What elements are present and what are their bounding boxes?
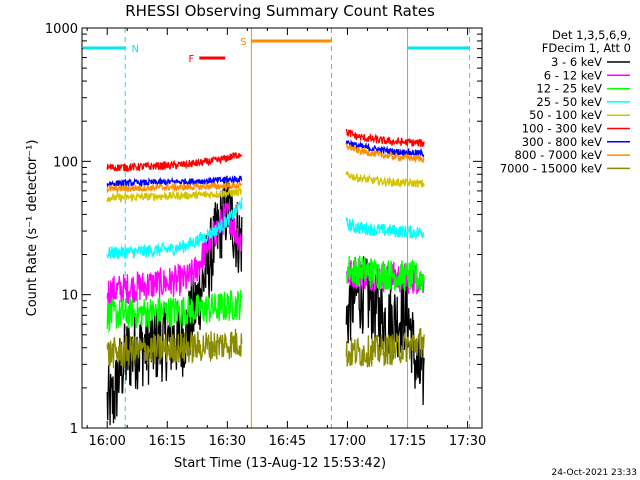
legend-entry: 50 - 100 keV [529,108,630,122]
legend-entry: 100 - 300 keV [522,122,630,136]
series-segment [106,197,243,260]
legend-entry-label: 25 - 50 keV [536,95,602,109]
legend-entry: 300 - 800 keV [522,135,630,149]
x-tick-label: 17:00 [329,434,366,449]
y-axis-label: Count Rate (s⁻¹ detector⁻¹) [25,140,40,317]
series-50-100-kevline [106,171,425,204]
legend-entry: 7000 - 15000 keV [500,161,630,175]
series-segment [345,217,425,241]
legend-entry-label: 800 - 7000 keV [514,148,602,162]
series-segment [345,256,425,406]
marker-f: F [189,54,226,65]
series-segment [106,181,243,194]
legend: Det 1,3,5,6,9, FDecim 1, Att 0 3 - 6 keV… [500,28,631,175]
x-tick-label: 16:45 [269,434,306,449]
series-segment [106,328,243,369]
legend-entry: 800 - 7000 keV [514,148,630,162]
series-segment [345,128,425,147]
x-tick-labels: 16:00 16:15 16:30 16:45 17:00 17:15 17:30 [88,434,486,449]
legend-entry: 3 - 6 keV [551,55,630,69]
chart-title: RHESSI Observing Summary Count Rates [125,2,435,20]
generation-timestamp: 24-Oct-2021 23:33 [552,468,637,478]
series-100-300-kevline [106,128,425,173]
x-tick-label: 16:00 [88,434,125,449]
legend-entry-label: 7000 - 15000 keV [500,161,602,175]
series-800-7000-kevline [106,143,425,194]
series-300-800-kevline [106,139,425,189]
legend-entry-label: 12 - 25 keV [536,82,602,96]
y-tick-labels: 1 10 100 1000 [45,22,78,437]
series-12-25-kevline [106,255,425,334]
series-segment [106,152,243,173]
legend-entry-label: 300 - 800 keV [522,135,602,149]
y-tick-label: 100 [53,155,78,170]
x-tick-label: 17:15 [389,434,426,449]
observing-markers-layer: N S F [83,28,471,428]
legend-entry: 25 - 50 keV [536,95,630,109]
legend-header-detectors: Det 1,3,5,6,9, [552,28,631,42]
y-tick-label: 1 [70,422,78,437]
series-segment [345,171,425,189]
x-tick-label: 16:30 [209,434,246,449]
marker-n [407,28,471,428]
marker-label: S [240,37,246,48]
y-tick-label: 10 [61,289,78,304]
legend-entry-label: 6 - 12 keV [544,68,602,82]
y-tick-label: 1000 [45,22,78,37]
legend-entry: 6 - 12 keV [544,68,630,82]
plot-area: N S F [81,27,483,429]
series-segment [106,187,243,204]
series-layer [106,128,425,426]
marker-label: N [132,44,139,55]
series-segment [346,143,425,164]
series-segment [106,289,243,334]
plot-frame [81,27,483,429]
marker-label: F [189,54,195,65]
marker-s: S [240,28,332,428]
series-segment [106,175,243,189]
legend-header-decimation: FDecim 1, Att 0 [542,41,631,55]
series-25-50-kevline [106,197,425,260]
x-tick-label: 16:15 [149,434,186,449]
legend-entry: 12 - 25 keV [536,82,630,96]
x-axis-label: Start Time (13-Aug-12 15:53:42) [174,456,386,471]
series-segment [345,255,425,292]
legend-entry-label: 50 - 100 keV [529,108,602,122]
series-segment [345,328,425,368]
legend-entry-label: 3 - 6 keV [551,55,602,69]
series-7000-15000-kevline [106,328,425,369]
x-tick-label: 17:30 [449,434,486,449]
series-segment [345,139,425,158]
legend-entry-label: 100 - 300 keV [522,122,602,136]
